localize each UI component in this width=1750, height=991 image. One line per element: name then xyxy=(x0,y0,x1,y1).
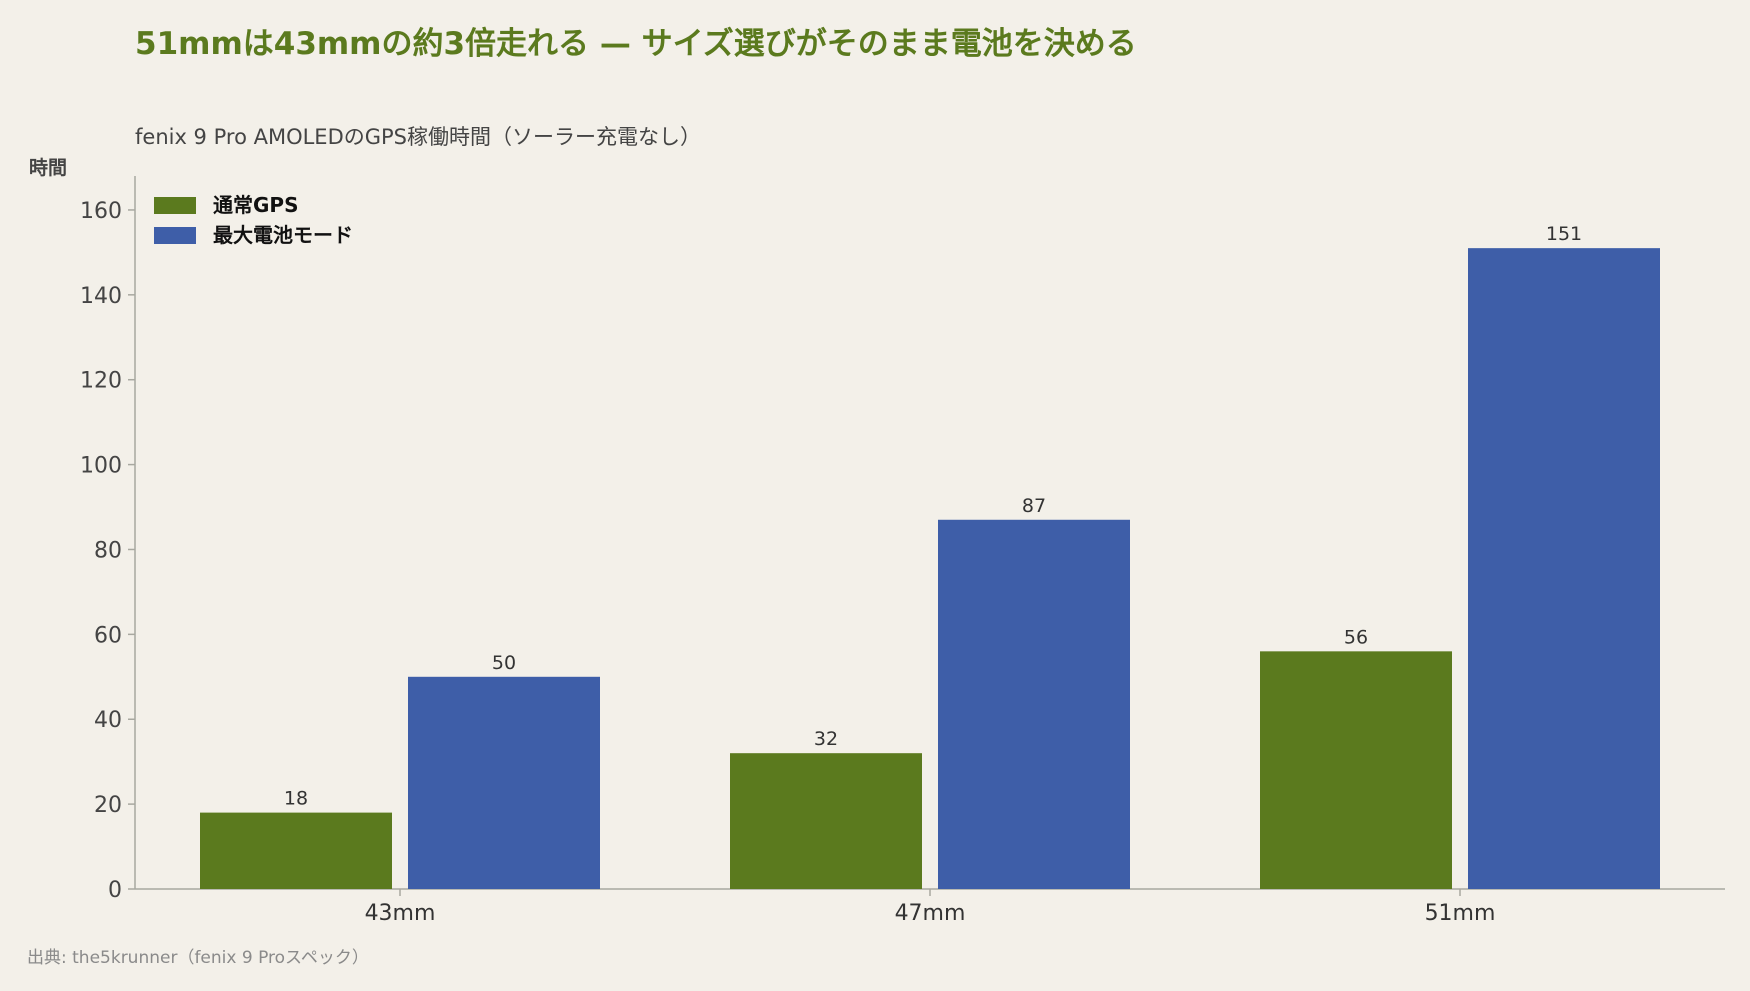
data-label: 50 xyxy=(492,652,516,674)
data-label: 87 xyxy=(1022,495,1046,517)
legend-label: 通常GPS xyxy=(213,193,298,217)
bar xyxy=(938,519,1130,889)
chart-subtitle: fenix 9 Pro AMOLEDのGPS稼働時間（ソーラー充電なし） xyxy=(135,125,702,149)
x-tick-label: 47mm xyxy=(895,901,966,926)
y-tick-label: 20 xyxy=(94,793,122,818)
bar xyxy=(1468,248,1660,889)
bar xyxy=(1260,651,1452,889)
y-tick-label: 80 xyxy=(94,538,122,563)
bar xyxy=(408,676,600,889)
y-tick-label: 0 xyxy=(108,878,122,903)
bar xyxy=(730,753,922,889)
data-label: 151 xyxy=(1546,223,1582,245)
legend-swatch xyxy=(154,227,196,244)
x-tick-label: 43mm xyxy=(365,901,436,926)
legend-label: 最大電池モード xyxy=(213,223,353,247)
y-tick-label: 100 xyxy=(80,454,122,479)
y-tick-label: 140 xyxy=(80,284,122,309)
data-label: 18 xyxy=(284,788,308,810)
x-tick-label: 51mm xyxy=(1425,901,1496,926)
chart-title: 51mmは43mmの約3倍走れる — サイズ選びがそのまま電池を決める xyxy=(135,26,1137,62)
y-tick-label: 40 xyxy=(94,708,122,733)
y-tick-label: 60 xyxy=(94,623,122,648)
bar xyxy=(200,812,392,889)
legend-swatch xyxy=(154,197,196,214)
data-label: 32 xyxy=(814,728,838,750)
data-label: 56 xyxy=(1344,626,1368,648)
y-axis-label: 時間 xyxy=(29,157,67,179)
y-tick-label: 120 xyxy=(80,369,122,394)
y-tick-label: 160 xyxy=(80,199,122,224)
source-note: 出典: the5krunner（fenix 9 Proスペック） xyxy=(27,948,369,968)
